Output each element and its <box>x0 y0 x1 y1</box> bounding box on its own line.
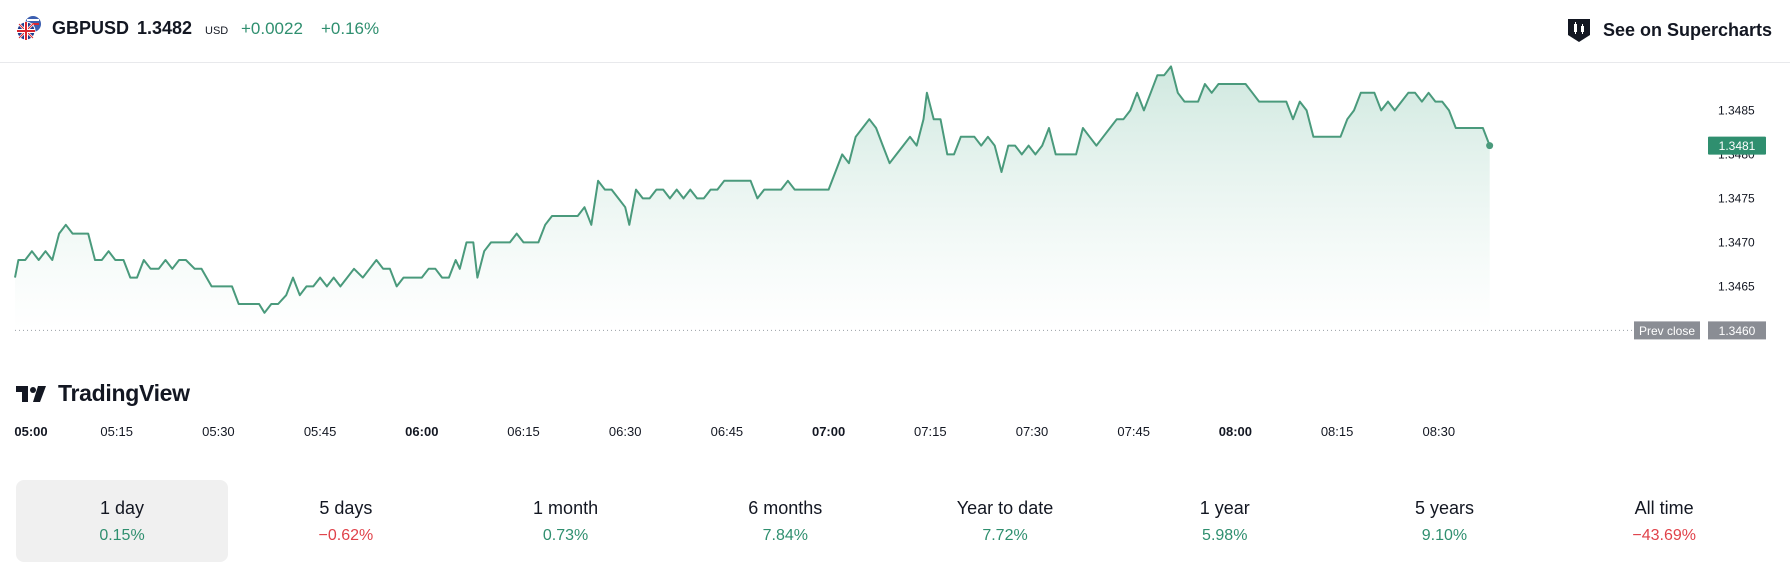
range-option-change: −0.62% <box>318 526 374 544</box>
range-option-all-time[interactable]: All time −43.69% <box>1554 480 1774 562</box>
range-option-6-months[interactable]: 6 months 7.84% <box>675 480 895 562</box>
range-option-label: 1 year <box>1199 497 1250 518</box>
x-tick-label: 07:30 <box>1016 424 1049 439</box>
x-tick-label: 06:30 <box>609 424 642 439</box>
x-tick-label: 08:15 <box>1321 424 1354 439</box>
price-chart[interactable]: 1.34651.34701.34751.34801.34851.3481Prev… <box>0 62 1790 452</box>
range-option-label: Year to date <box>956 497 1054 518</box>
range-option-1-year[interactable]: 1 year 5.98% <box>1115 480 1335 562</box>
price-change-percent: +0.16% <box>321 19 380 38</box>
prev-close-value-label: 1.3460 <box>1719 324 1756 338</box>
tradingview-logo[interactable]: TradingView <box>16 380 190 407</box>
x-tick-label: 08:00 <box>1219 424 1252 439</box>
last-price-dot <box>1486 142 1494 150</box>
range-option-year-to-date[interactable]: Year to date 7.72% <box>895 480 1115 562</box>
x-tick-label: 05:00 <box>14 424 47 439</box>
range-option-change: 7.84% <box>762 526 808 544</box>
x-tick-label: 08:30 <box>1423 424 1456 439</box>
y-tick-label: 1.3475 <box>1718 191 1755 205</box>
range-option-change: −43.69% <box>1632 526 1696 544</box>
range-option-label: 6 months <box>748 497 823 518</box>
last-price-badge <box>1708 136 1766 155</box>
range-option-change: 5.98% <box>1202 526 1248 544</box>
range-option-label: All time <box>1634 497 1694 518</box>
symbol-header: GBPUSD 1.3482 USD +0.0022 +0.16% See on … <box>0 0 1790 63</box>
tradingview-logo-icon <box>16 385 46 402</box>
range-option-label: 5 days <box>319 497 373 518</box>
x-tick-label: 06:15 <box>507 424 540 439</box>
y-tick-label: 1.3485 <box>1718 103 1755 117</box>
x-tick-label: 07:00 <box>812 424 845 439</box>
x-tick-label: 05:45 <box>304 424 337 439</box>
x-tick-label: 06:45 <box>711 424 744 439</box>
range-option-label: 1 day <box>99 497 145 518</box>
x-tick-label: 05:30 <box>202 424 235 439</box>
x-tick-label: 05:15 <box>100 424 133 439</box>
range-option-label: 1 month <box>533 497 599 518</box>
last-price: 1.3482 <box>137 18 193 38</box>
x-tick-label: 07:15 <box>914 424 947 439</box>
prev-close-tag-label: Prev close <box>1639 324 1695 338</box>
range-option-change: 0.15% <box>99 526 145 544</box>
range-option-label: 5 years <box>1414 497 1474 518</box>
range-option-change: 7.72% <box>982 526 1028 544</box>
time-range-selector: 1 day 0.15% 5 days −0.62% 1 month 0.73% 6 mont… <box>16 480 1774 562</box>
last-price-badge-label: 1.3481 <box>1719 139 1756 153</box>
range-option-change: 9.10% <box>1421 526 1468 544</box>
prev-close-tag <box>1634 321 1700 340</box>
range-option-5-years[interactable]: 5 years 9.10% <box>1335 480 1555 562</box>
range-option-1-day[interactable]: 1 day 0.15% <box>16 480 228 562</box>
y-tick-label: 1.3465 <box>1718 279 1755 293</box>
supercharts-label: See on Supercharts <box>1602 19 1772 40</box>
range-option-change: 0.73% <box>542 526 589 544</box>
x-tick-label: 06:00 <box>405 424 438 439</box>
prev-close-value-badge <box>1708 321 1766 340</box>
tradingview-logo-text: TradingView <box>58 380 190 406</box>
gbp-usd-flag-icon <box>16 16 41 41</box>
y-tick-label: 1.3470 <box>1718 235 1755 249</box>
x-tick-label: 07:45 <box>1117 424 1150 439</box>
range-option-1-month[interactable]: 1 month 0.73% <box>456 480 676 562</box>
price-change: +0.0022 <box>241 19 303 38</box>
symbol-name: GBPUSD <box>52 18 130 38</box>
range-option-5-days[interactable]: 5 days −0.62% <box>236 480 456 562</box>
supercharts-icon <box>1567 19 1590 42</box>
see-on-supercharts-button[interactable]: See on Supercharts <box>1565 16 1772 44</box>
price-area-fill <box>15 66 1490 331</box>
price-line <box>14 65 1491 314</box>
currency-label: USD <box>205 25 229 37</box>
